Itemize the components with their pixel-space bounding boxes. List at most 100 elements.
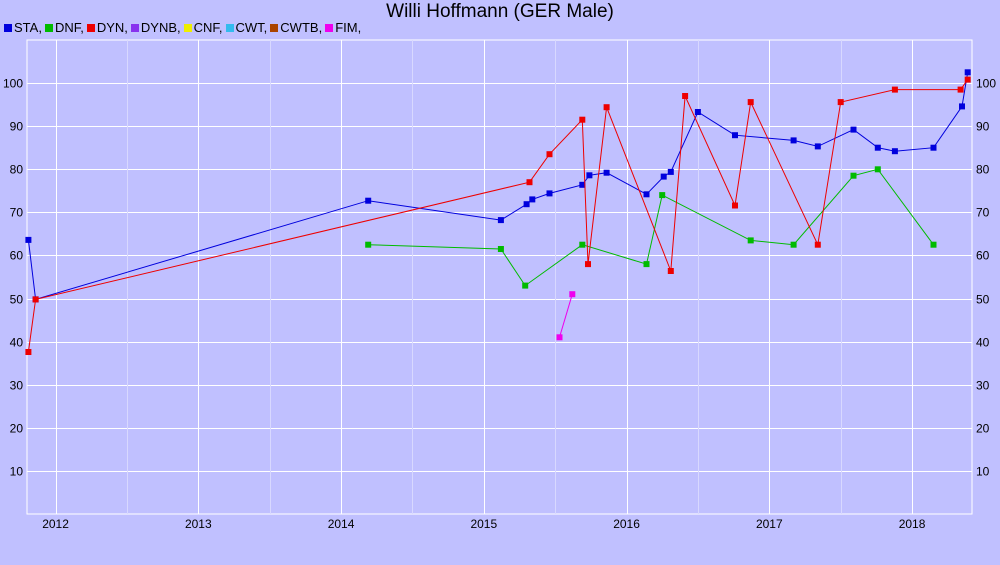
data-point-sta bbox=[891, 148, 898, 155]
series-line-dyn bbox=[27, 79, 969, 353]
data-point-dyn bbox=[747, 99, 754, 106]
data-point-dnf bbox=[930, 241, 937, 248]
data-point-dnf bbox=[874, 166, 881, 173]
data-point-sta bbox=[25, 236, 32, 243]
data-point-dnf bbox=[579, 241, 586, 248]
data-point-dnf bbox=[497, 246, 504, 252]
data-point-sta bbox=[694, 109, 701, 115]
data-point-sta bbox=[964, 69, 971, 76]
y-tick-label-right: 70 bbox=[976, 206, 990, 220]
data-point-dyn bbox=[837, 99, 844, 106]
legend-label: CNF, bbox=[193, 20, 223, 35]
data-point-dyn bbox=[682, 93, 689, 99]
legend-item: CNF, bbox=[183, 20, 223, 35]
legend-item: DYNB, bbox=[130, 20, 181, 35]
legend-swatch bbox=[270, 24, 279, 32]
legend-label: DNF, bbox=[54, 20, 84, 35]
data-point-sta bbox=[959, 103, 965, 110]
legend-label: STA, bbox=[14, 20, 42, 35]
data-point-sta bbox=[365, 197, 372, 204]
y-tick-label-left: 20 bbox=[10, 422, 24, 436]
x-tick-label: 2016 bbox=[613, 517, 640, 531]
data-point-sta bbox=[603, 169, 610, 176]
data-point-sta bbox=[660, 173, 667, 180]
data-point-dyn bbox=[891, 86, 898, 93]
data-point-dyn bbox=[25, 349, 32, 355]
x-tick-label: 2013 bbox=[185, 517, 212, 531]
data-point-dnf bbox=[643, 261, 650, 268]
y-tick-label-right: 40 bbox=[976, 336, 990, 350]
data-point-sta bbox=[874, 144, 881, 151]
legend-label: CWTB, bbox=[280, 20, 323, 35]
data-point-sta bbox=[814, 143, 821, 150]
y-tick-label-left: 90 bbox=[10, 120, 24, 134]
data-point-sta bbox=[850, 126, 857, 133]
y-tick-label-left: 10 bbox=[10, 465, 24, 479]
data-point-dyn bbox=[546, 151, 553, 158]
legend: STA, DNF, DYN, DYNB, CNF, CWT, CWTB, FIM, bbox=[4, 20, 364, 36]
data-point-sta bbox=[529, 196, 536, 203]
legend-item: CWT, bbox=[225, 20, 268, 35]
legend-item: DYN, bbox=[86, 20, 128, 35]
y-tick-label-right: 10 bbox=[976, 465, 990, 479]
chart-title: Willi Hoffmann (GER Male) bbox=[386, 1, 614, 22]
y-tick-label-left: 70 bbox=[10, 206, 24, 220]
data-point-dyn bbox=[814, 241, 821, 248]
legend-item: CWTB, bbox=[270, 20, 322, 35]
data-point-dnf bbox=[365, 241, 372, 248]
y-tick-label-right: 90 bbox=[976, 120, 990, 134]
legend-item: STA, bbox=[4, 20, 42, 35]
legend-swatch bbox=[225, 24, 234, 32]
x-tick-label: 2012 bbox=[42, 517, 69, 531]
data-point-dyn bbox=[964, 76, 971, 83]
legend-swatch bbox=[44, 24, 53, 32]
data-point-sta bbox=[790, 137, 797, 144]
legend-label: FIM, bbox=[335, 20, 362, 35]
legend-label: DYN, bbox=[96, 20, 128, 35]
y-tick-label-right: 60 bbox=[976, 249, 990, 263]
y-tick-label-right: 50 bbox=[976, 293, 990, 307]
data-point-sta bbox=[643, 191, 650, 198]
data-point-fim bbox=[556, 334, 563, 341]
legend-swatch bbox=[183, 24, 192, 32]
data-point-dyn bbox=[732, 202, 738, 209]
data-point-dyn bbox=[32, 296, 39, 303]
data-point-sta bbox=[732, 132, 738, 139]
data-point-sta bbox=[579, 181, 586, 188]
y-tick-label-right: 100 bbox=[976, 77, 996, 91]
y-tick-label-left: 80 bbox=[10, 163, 24, 177]
legend-swatch bbox=[86, 24, 95, 32]
y-tick-label-right: 80 bbox=[976, 163, 990, 177]
data-point-sta bbox=[546, 190, 553, 197]
legend-label: CWT, bbox=[235, 20, 268, 35]
y-tick-label-left: 60 bbox=[10, 249, 24, 263]
data-point-dnf bbox=[850, 172, 857, 179]
data-point-dyn bbox=[579, 116, 586, 123]
x-tick-label: 2015 bbox=[470, 517, 497, 531]
data-point-dyn bbox=[585, 261, 591, 268]
y-tick-label-left: 30 bbox=[10, 379, 24, 393]
data-point-sta bbox=[930, 144, 937, 151]
plot-frame bbox=[26, 39, 973, 515]
data-point-dnf bbox=[747, 237, 754, 244]
data-point-dyn bbox=[957, 86, 964, 93]
legend-swatch bbox=[4, 24, 12, 32]
legend-swatch bbox=[325, 24, 334, 32]
legend-swatch bbox=[130, 24, 139, 32]
data-point-sta bbox=[497, 217, 504, 224]
y-tick-label-left: 100 bbox=[3, 77, 23, 91]
y-tick-label-left: 40 bbox=[10, 336, 24, 350]
data-point-sta bbox=[523, 201, 530, 208]
y-tick-label-left: 50 bbox=[10, 293, 24, 307]
data-point-sta bbox=[586, 172, 593, 179]
legend-label: DYNB, bbox=[140, 20, 181, 35]
data-point-dyn bbox=[667, 268, 674, 274]
series-line-fim bbox=[559, 294, 573, 338]
y-tick-label-right: 20 bbox=[976, 422, 990, 436]
y-tick-label-right: 30 bbox=[976, 379, 990, 393]
legend-item: FIM, bbox=[325, 20, 361, 35]
series-line-dnf bbox=[368, 168, 934, 287]
data-point-dnf bbox=[790, 241, 797, 248]
x-tick-label: 2018 bbox=[899, 517, 926, 531]
